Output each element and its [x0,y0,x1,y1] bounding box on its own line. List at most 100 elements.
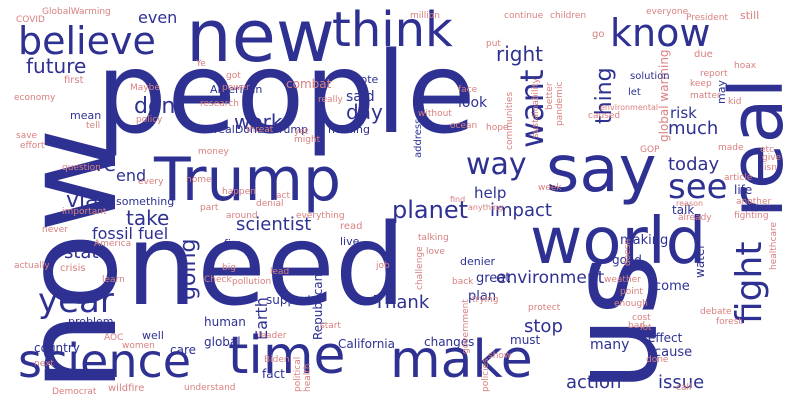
word-policy: policy [136,115,163,125]
word-wildfire: wildfire [108,383,145,394]
word-really: really [318,95,343,105]
word-economy: economy [14,93,56,103]
word-vote: vote [354,73,379,86]
word-stop: stop [524,316,563,337]
word-year: year [38,281,114,321]
word-something: something [116,195,175,208]
word-every: every [138,177,164,187]
word-combat: combat [286,77,332,91]
word-without: without [418,109,452,119]
word-question: question [62,163,101,173]
word-support: support [266,293,313,307]
word-fighting: fighting [734,211,769,221]
word-GOP: GOP [640,145,660,155]
word-take: take [126,206,170,230]
word-fact: fact [262,367,285,381]
word-reason: reason [676,199,704,208]
word-work: work [234,110,283,134]
word-communities: communities [505,91,515,150]
word-changes: changes [424,335,475,349]
word-look: look [458,95,488,111]
word-sustainability: sustainability [531,78,541,138]
word-impact: impact [490,200,552,221]
word-never: never [42,225,68,235]
word-help: help [474,184,507,202]
word-everyone: everyone [646,7,689,17]
word-threat: threat [246,125,274,135]
word-global_warming: global warming [657,49,671,142]
word-another: another [736,197,772,207]
word-power: power [222,83,250,93]
word-see: see [668,167,728,207]
word-fossil_fuel: fossil fuel [92,224,169,243]
word-Biden: Biden [264,355,290,365]
word-re: re [96,152,117,176]
word-day: day [346,100,383,124]
word-put: put [486,39,501,49]
word-enough: enough [614,299,648,309]
word-planet: planet [392,196,468,224]
word-debate: debate [700,307,732,317]
word-big: big [222,263,236,273]
word-problem: problem [68,315,114,328]
word-Ye: Ye [196,59,206,69]
word-denier: denier [460,255,496,268]
word-state: state [64,242,110,263]
word-women: women [122,341,155,351]
word-happen: happen [222,187,256,197]
word-way: way [466,147,527,182]
word-science: science [18,334,192,388]
word-actually: actually [14,261,50,271]
word-cost: cost [632,313,651,323]
word-say: say [546,133,657,207]
word-report: report [700,69,728,79]
word-make: make [390,330,533,390]
word-policies: policies [481,358,491,392]
word-still: still [740,9,760,22]
word-life: life [734,183,753,197]
word-plan: plan [468,289,497,304]
word-next: next [34,359,54,369]
word-point: point [620,287,643,297]
word-come: come [654,279,690,294]
word-human: human [204,315,246,329]
word-let: let [628,87,641,98]
word-got: got [226,71,241,81]
word-trying: trying [472,295,499,305]
word-keep: keep [690,79,712,89]
word-environmental: environmental [600,103,659,112]
word-end: end [116,166,147,185]
word-country: country [34,341,80,355]
word-COVID: COVID [16,15,45,25]
word-find: find [450,195,466,204]
word-love: love [426,247,445,257]
word-mean: mean [70,109,102,122]
word-effect: effect [648,331,683,345]
word-future: future [26,54,87,78]
word-research: research [200,99,239,109]
word-pandemic: pandemic [555,81,565,126]
word-better: better [545,82,555,110]
word-act: act [276,191,290,201]
word-leader: leader [258,331,287,341]
word-care: care [170,343,197,357]
word-via: via [66,188,99,213]
word-yet: yet [294,127,309,137]
word-protect: protect [528,303,561,313]
word-believe: believe [18,19,156,63]
word-action: action [566,372,622,393]
word-crisis: crisis [60,263,86,274]
word-nothing: nothing [328,123,370,136]
word-cause: cause [654,345,693,360]
word-continue: continue [504,11,544,21]
word-Democrat: Democrat [52,387,97,397]
word-pollution: pollution [232,277,272,287]
word-even: even [138,8,178,27]
word-around: around [226,211,258,221]
word-political: political [293,356,303,392]
word-matter: matter [690,91,721,101]
word-people: people [96,29,476,159]
word-first: first [64,75,84,86]
word-go: go [592,29,605,40]
